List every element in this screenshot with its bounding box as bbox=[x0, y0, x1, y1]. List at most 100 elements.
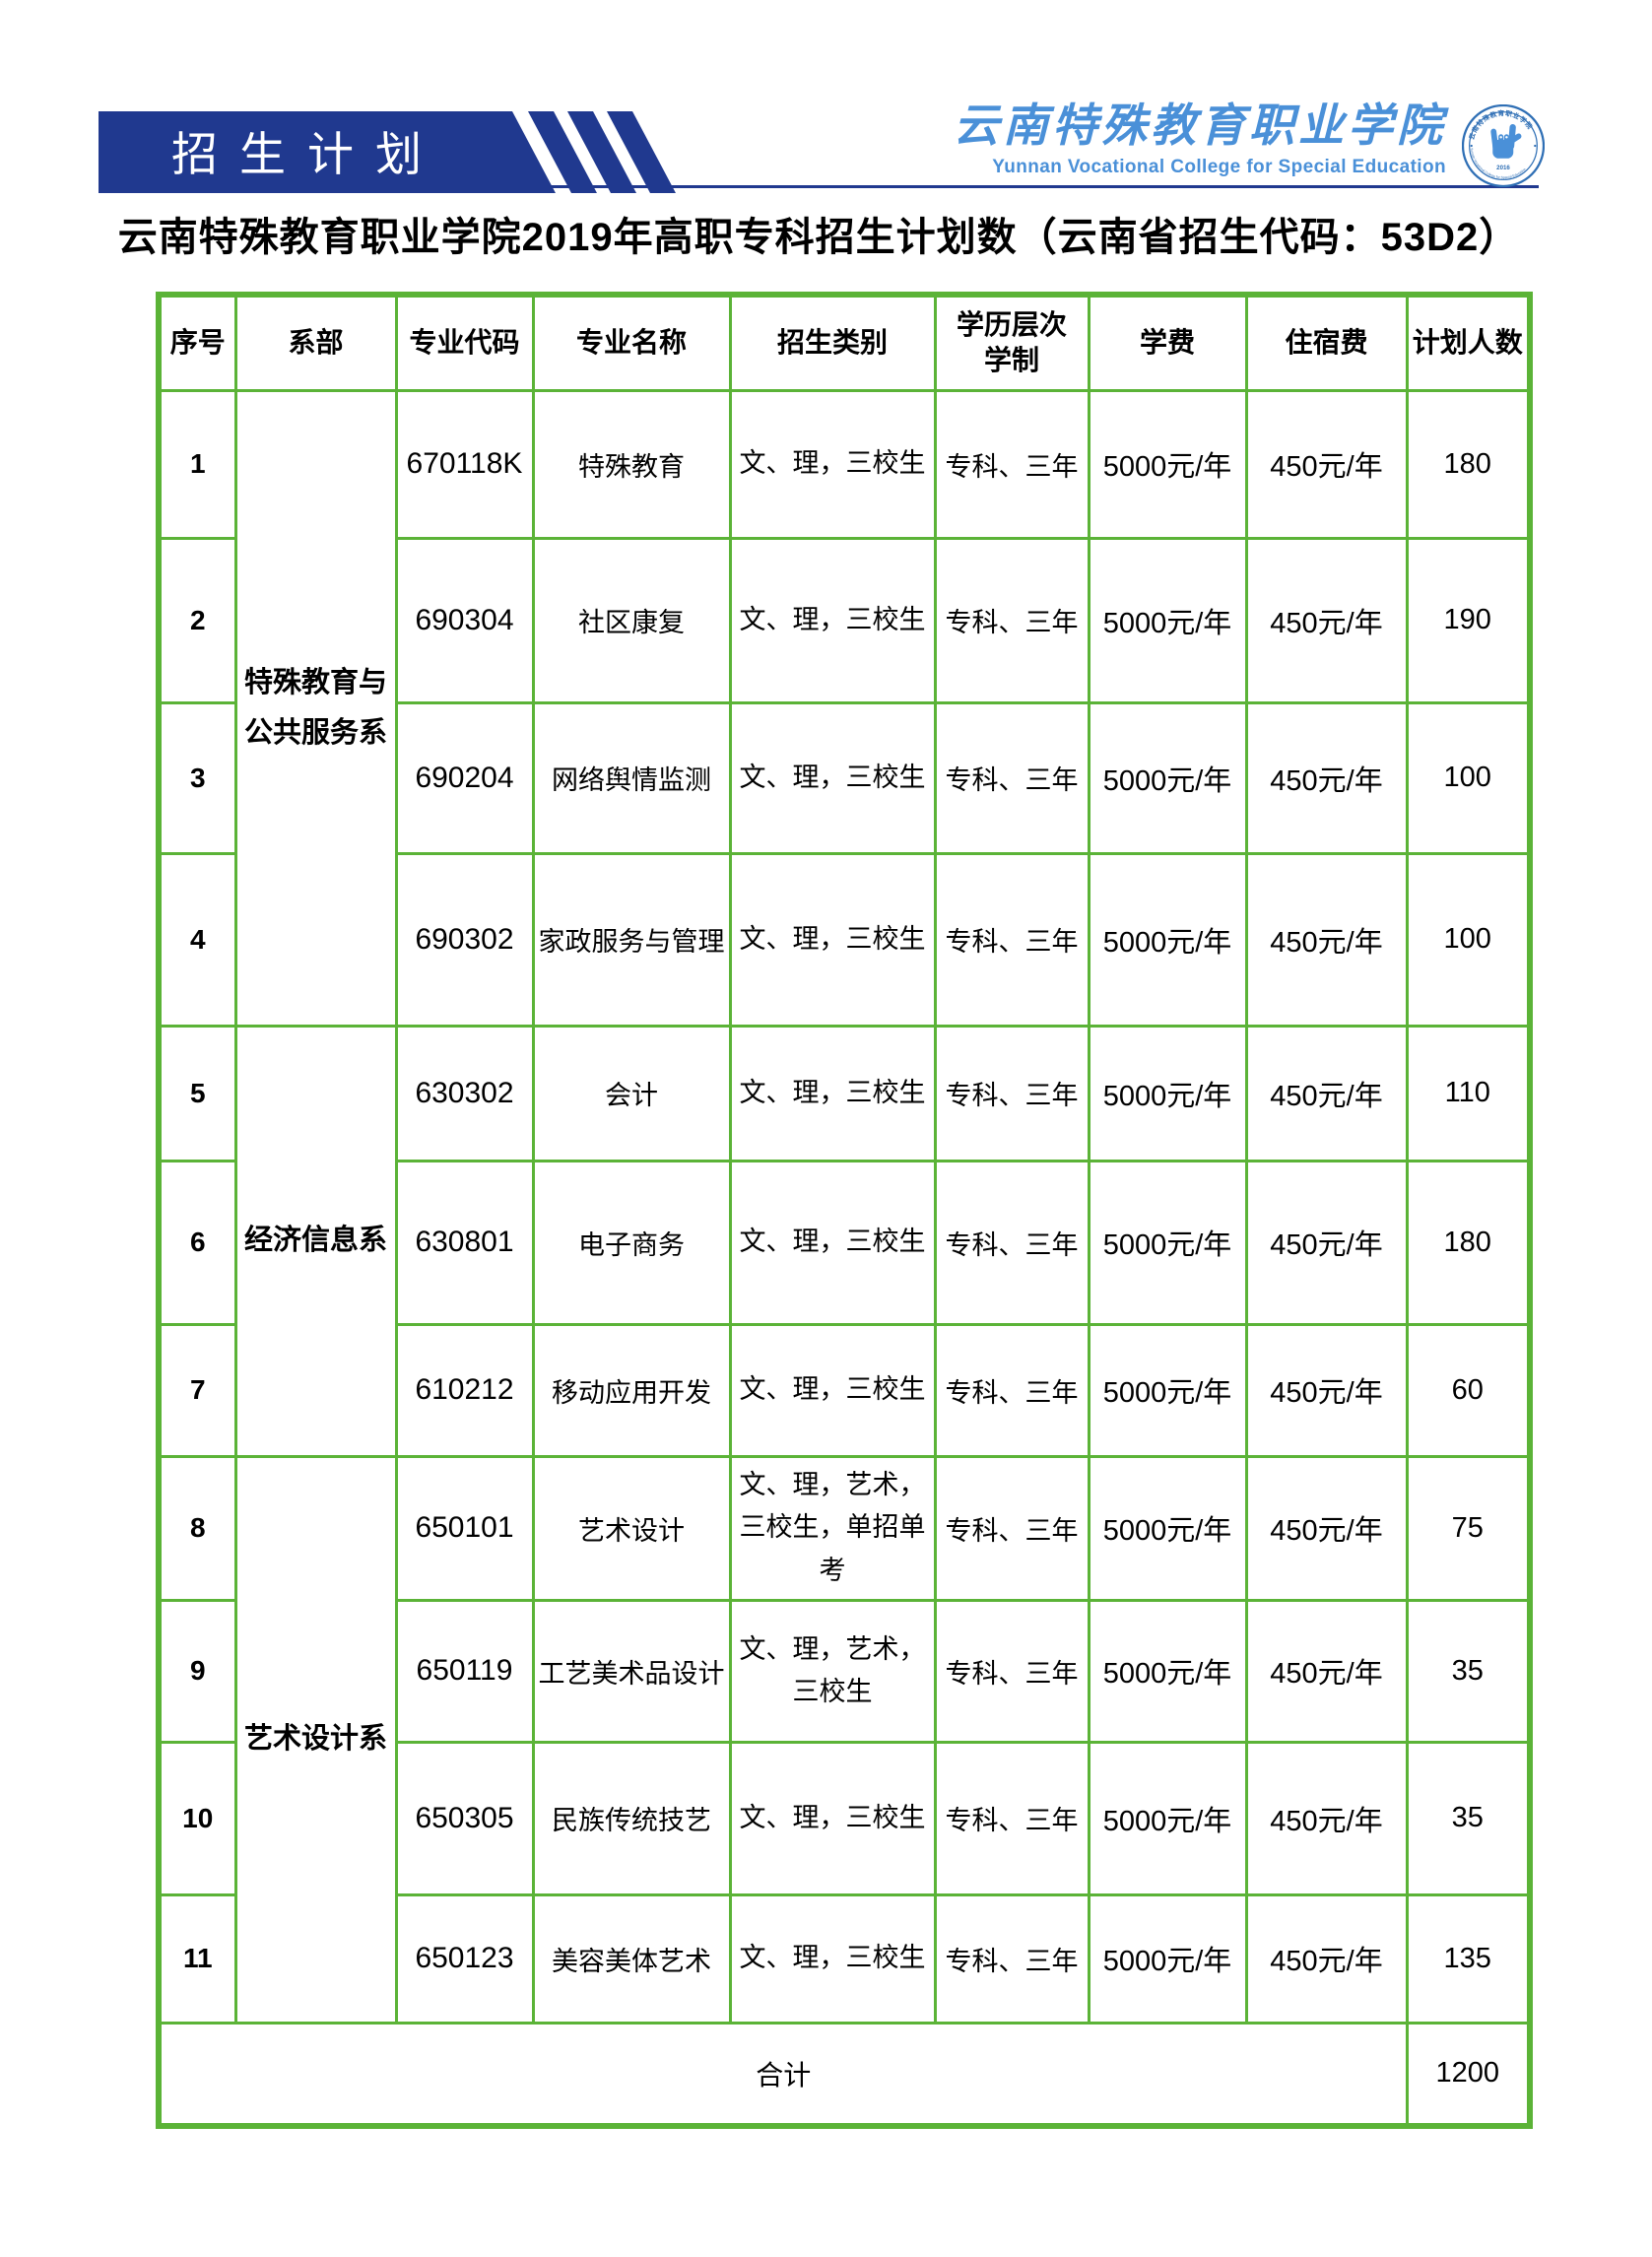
plan-count: 35 bbox=[1405, 1740, 1532, 1896]
banner-shape: 招生计划 bbox=[99, 111, 676, 193]
tuition: 5000元/年 bbox=[1087, 536, 1248, 704]
banner-stripe-2 bbox=[567, 111, 636, 193]
department-cell: 艺术设计系 bbox=[233, 1454, 398, 2025]
logo-hand-icon bbox=[1490, 124, 1522, 159]
plan-count: 60 bbox=[1405, 1322, 1532, 1458]
category: 文、理，三校生 bbox=[728, 1322, 937, 1458]
logo-inner-ring bbox=[1469, 111, 1538, 180]
major-code: 690304 bbox=[394, 536, 535, 704]
college-name-en: Yunnan Vocational College for Special Ed… bbox=[992, 157, 1446, 177]
category: 文、理，三校生 bbox=[728, 536, 937, 704]
major-code: 650123 bbox=[394, 1892, 535, 2025]
accommodation: 450元/年 bbox=[1244, 700, 1409, 855]
page-title: 云南特殊教育职业学院2019年高职专科招生计划数（云南省招生代码：53D2） bbox=[117, 216, 1520, 259]
table-row: 5 经济信息系 630302 会计 文、理，三校生 专科、三年 5000元/年 … bbox=[157, 1024, 1532, 1458]
college-name-block: 云南特殊教育职业学院 Yunnan Vocational College for… bbox=[954, 102, 1446, 176]
header-tuition: 学费 bbox=[1087, 293, 1248, 392]
plan-count: 75 bbox=[1405, 1454, 1532, 1602]
level: 专科、三年 bbox=[933, 1740, 1090, 1896]
tuition: 5000元/年 bbox=[1087, 1740, 1248, 1896]
major-name: 美容美体艺术 bbox=[531, 1892, 732, 2025]
row-no: 1 bbox=[157, 388, 237, 540]
accommodation: 450元/年 bbox=[1244, 536, 1409, 704]
accommodation: 450元/年 bbox=[1244, 1322, 1409, 1458]
row-no: 2 bbox=[157, 536, 237, 704]
header-divider-line bbox=[99, 185, 1539, 188]
category: 文、理，三校生 bbox=[728, 1159, 937, 1326]
banner-stripe-3 bbox=[607, 111, 676, 193]
accommodation: 450元/年 bbox=[1244, 1454, 1409, 1602]
major-code: 630801 bbox=[394, 1159, 535, 1326]
accommodation: 450元/年 bbox=[1244, 1159, 1409, 1326]
table-row: 10 650305 民族传统技艺 文、理，三校生 专科、三年 5000元/年 4… bbox=[157, 1740, 1532, 1896]
plan-count: 180 bbox=[1405, 1159, 1532, 1326]
table-total-row: 合计 1200 bbox=[157, 2021, 1532, 2128]
category: 文、理，三校生 bbox=[728, 1892, 937, 2025]
major-name: 电子商务 bbox=[531, 1159, 732, 1326]
level: 专科、三年 bbox=[933, 1454, 1090, 1602]
logo-year: 2016 bbox=[1496, 165, 1510, 171]
table-row: 4 690302 家政服务与管理 文、理，三校生 专科、三年 5000元/年 4… bbox=[157, 851, 1532, 1028]
category: 文、理，三校生 bbox=[728, 1024, 937, 1162]
major-code: 690302 bbox=[394, 851, 535, 1028]
accommodation: 450元/年 bbox=[1244, 1740, 1409, 1896]
table-row: 8 艺术设计系 650101 艺术设计 文、理，艺术， 三校生，单招单考 专科、… bbox=[157, 1454, 1532, 2025]
major-name: 工艺美术品设计 bbox=[531, 1598, 732, 1744]
plan-count: 35 bbox=[1405, 1598, 1532, 1744]
header-no: 序号 bbox=[157, 293, 237, 392]
logo-right-dot bbox=[1534, 144, 1537, 148]
header-major-name: 专业名称 bbox=[531, 293, 732, 392]
level: 专科、三年 bbox=[933, 536, 1090, 704]
header-plan: 计划人数 bbox=[1405, 293, 1532, 392]
tuition: 5000元/年 bbox=[1087, 851, 1248, 1028]
major-code: 650101 bbox=[394, 1454, 535, 1602]
major-code: 610212 bbox=[394, 1322, 535, 1458]
level: 专科、三年 bbox=[933, 1322, 1090, 1458]
level: 专科、三年 bbox=[933, 1892, 1090, 2025]
logo-left-dot bbox=[1470, 144, 1473, 148]
enrollment-plan-table: 序号 系部 专业代码 专业名称 招生类别 学历层次 学制 学费 住宿费 计划人数… bbox=[156, 292, 1533, 2129]
major-name: 网络舆情监测 bbox=[531, 700, 732, 855]
row-no: 10 bbox=[157, 1740, 237, 1896]
level: 专科、三年 bbox=[933, 1598, 1090, 1744]
level: 专科、三年 bbox=[933, 388, 1090, 540]
header-category: 招生类别 bbox=[728, 293, 937, 392]
tuition: 5000元/年 bbox=[1087, 1322, 1248, 1458]
accommodation: 450元/年 bbox=[1244, 1598, 1409, 1744]
plan-count: 110 bbox=[1405, 1024, 1532, 1162]
major-name: 特殊教育 bbox=[531, 388, 732, 540]
table-row: 6 630801 电子商务 文、理，三校生 专科、三年 5000元/年 450元… bbox=[157, 1159, 1532, 1326]
table-header-row: 序号 系部 专业代码 专业名称 招生类别 学历层次 学制 学费 住宿费 计划人数 bbox=[157, 293, 1532, 392]
header-accommodation: 住宿费 bbox=[1244, 293, 1409, 392]
level: 专科、三年 bbox=[933, 1024, 1090, 1162]
college-logo: 云南特殊教育职业学院 Yunnan Vocational College for… bbox=[1462, 104, 1545, 187]
plan-count: 180 bbox=[1405, 388, 1532, 540]
plan-count: 100 bbox=[1405, 700, 1532, 855]
accommodation: 450元/年 bbox=[1244, 388, 1409, 540]
header-department: 系部 bbox=[233, 293, 398, 392]
accommodation: 450元/年 bbox=[1244, 1892, 1409, 2025]
table-row: 11 650123 美容美体艺术 文、理，三校生 专科、三年 5000元/年 4… bbox=[157, 1892, 1532, 2025]
tuition: 5000元/年 bbox=[1087, 1892, 1248, 2025]
plan-count: 135 bbox=[1405, 1892, 1532, 2025]
row-no: 8 bbox=[157, 1454, 237, 1602]
tuition: 5000元/年 bbox=[1087, 1024, 1248, 1162]
table-row: 2 690304 社区康复 文、理，三校生 专科、三年 5000元/年 450元… bbox=[157, 536, 1532, 704]
major-name: 社区康复 bbox=[531, 536, 732, 704]
plan-count: 190 bbox=[1405, 536, 1532, 704]
tuition: 5000元/年 bbox=[1087, 700, 1248, 855]
major-code: 650119 bbox=[394, 1598, 535, 1744]
category: 文、理，艺术， 三校生，单招单考 bbox=[728, 1454, 937, 1602]
department-cell: 特殊教育与 公共服务系 bbox=[233, 388, 398, 1028]
enrollment-plan-banner: 招生计划 bbox=[99, 111, 778, 193]
row-no: 4 bbox=[157, 851, 237, 1028]
table-row: 9 650119 工艺美术品设计 文、理，艺术， 三校生 专科、三年 5000元… bbox=[157, 1598, 1532, 1744]
tuition: 5000元/年 bbox=[1087, 1454, 1248, 1602]
category: 文、理，三校生 bbox=[728, 700, 937, 855]
plan-count: 100 bbox=[1405, 851, 1532, 1028]
banner-title: 招生计划 bbox=[171, 128, 443, 182]
row-no: 11 bbox=[157, 1892, 237, 2025]
accommodation: 450元/年 bbox=[1244, 851, 1409, 1028]
major-name: 家政服务与管理 bbox=[531, 851, 732, 1028]
